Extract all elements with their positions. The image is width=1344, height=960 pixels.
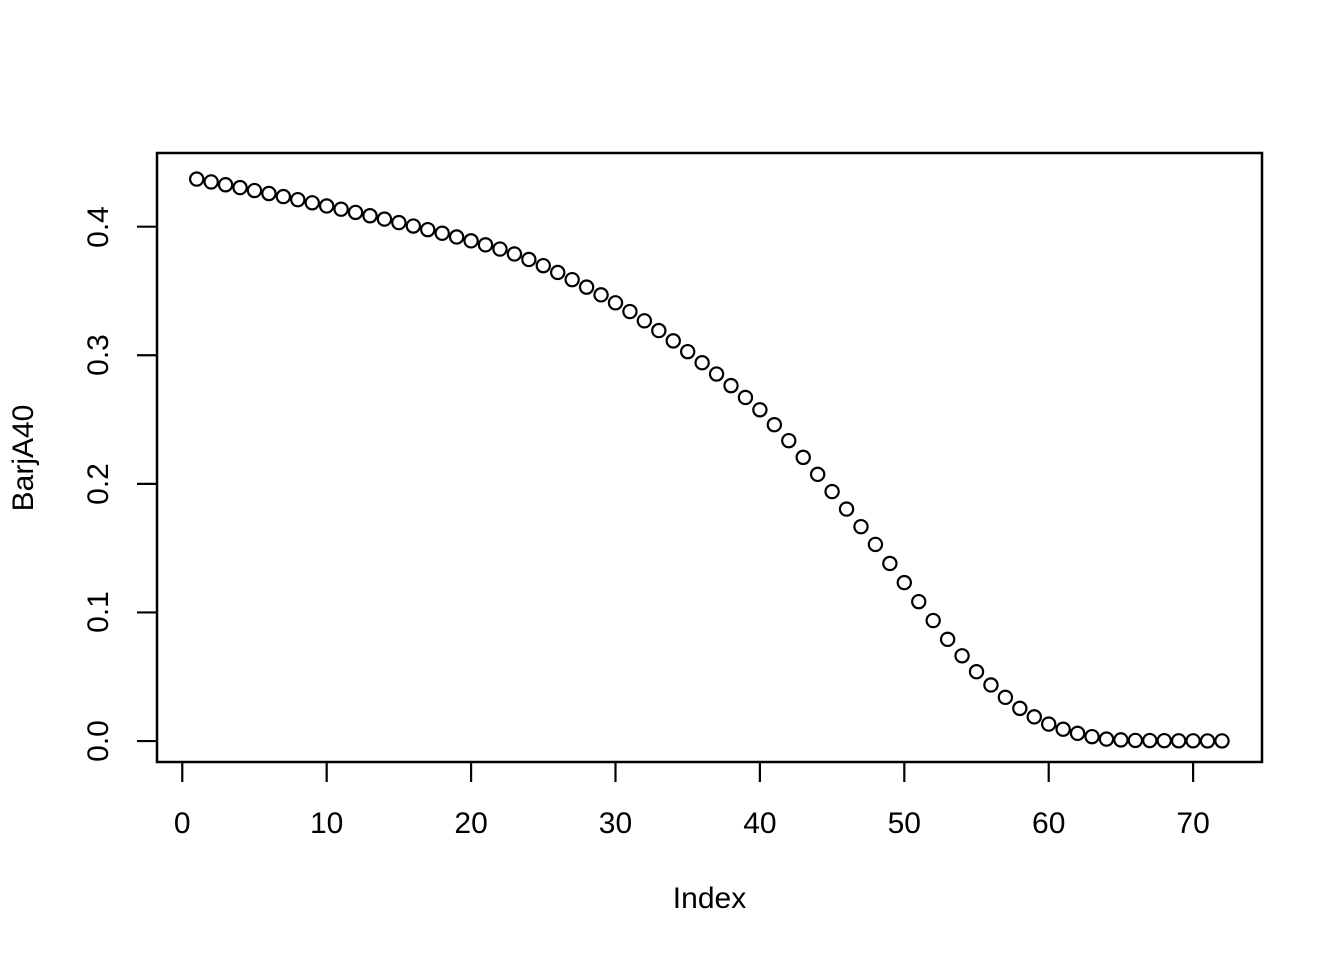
data-point [1127, 732, 1144, 749]
data-point [737, 389, 754, 406]
data-point [492, 241, 508, 257]
data-point [1214, 733, 1230, 749]
data-point [391, 214, 407, 231]
x-tick-label: 70 [1176, 807, 1210, 840]
data-point [550, 264, 566, 281]
data-point [1084, 728, 1100, 745]
data-point [362, 208, 378, 224]
data-point [564, 271, 580, 288]
data-point [1156, 732, 1172, 749]
data-point [477, 237, 494, 253]
data-point [347, 204, 364, 221]
data-point [1185, 733, 1201, 749]
x-tick-label: 20 [454, 807, 488, 840]
data-point [838, 501, 855, 517]
data-point [968, 664, 985, 680]
data-point [809, 466, 826, 483]
data-point [636, 313, 653, 329]
data-point [795, 449, 811, 466]
data-point [694, 355, 710, 371]
x-axis-title: Index [672, 882, 747, 915]
data-point [896, 574, 913, 591]
data-point [708, 366, 725, 382]
data-point [1055, 721, 1071, 737]
data-point [954, 648, 970, 664]
data-point [189, 171, 205, 187]
data-point [448, 229, 465, 245]
x-tick-label: 50 [887, 807, 921, 840]
data-point [1012, 700, 1028, 717]
y-tick-label: 0.3 [82, 334, 115, 377]
data-point [333, 201, 349, 217]
y-tick-label: 0.1 [82, 591, 115, 634]
data-point [1026, 709, 1042, 725]
x-tick-label: 0 [173, 807, 191, 840]
data-point [506, 246, 523, 262]
x-tick-label: 30 [598, 807, 633, 840]
data-point [232, 179, 248, 196]
data-point [882, 555, 898, 572]
data-point [261, 185, 277, 202]
data-point [1142, 732, 1158, 749]
data-point [665, 333, 681, 349]
data-point [1069, 725, 1086, 742]
data-point [246, 182, 263, 199]
plot-box [155, 151, 1264, 764]
data-point [622, 303, 638, 320]
x-tick-label: 40 [743, 807, 777, 840]
data-point [290, 191, 306, 208]
data-point [781, 432, 797, 449]
data-point [217, 177, 234, 193]
data-point [651, 322, 667, 339]
data-point [463, 233, 479, 249]
data-point [1170, 733, 1187, 749]
data-point [578, 279, 595, 295]
data-point [405, 218, 422, 234]
data-point [203, 174, 219, 190]
data-point [1098, 731, 1115, 747]
data-point [318, 198, 335, 214]
data-point [535, 257, 551, 274]
data-point [939, 631, 956, 648]
y-tick-label: 0.0 [82, 720, 115, 762]
data-point [376, 211, 393, 227]
data-point [304, 195, 320, 211]
data-point [434, 225, 450, 241]
data-point [275, 188, 292, 205]
data-point [997, 689, 1014, 706]
data-point [679, 343, 696, 360]
data-point [420, 221, 436, 238]
data-point [925, 612, 941, 629]
data-point [1199, 733, 1216, 749]
data-point [983, 677, 999, 693]
data-point [752, 402, 768, 418]
data-point [593, 287, 609, 303]
data-point [521, 251, 537, 268]
data-point [824, 483, 840, 500]
data-point [911, 593, 927, 610]
y-tick-label: 0.2 [82, 463, 115, 505]
x-tick-label: 10 [309, 807, 344, 840]
data-point [723, 377, 739, 394]
data-point [1041, 716, 1057, 732]
data-point [853, 518, 869, 535]
data-point [766, 417, 783, 433]
y-axis-title: BarjA40 [7, 404, 40, 511]
y-tick-label: 0.4 [82, 205, 115, 248]
data-point [1113, 732, 1129, 748]
data-point [607, 295, 624, 311]
data-point [867, 536, 884, 553]
x-tick-label: 60 [1032, 807, 1066, 840]
